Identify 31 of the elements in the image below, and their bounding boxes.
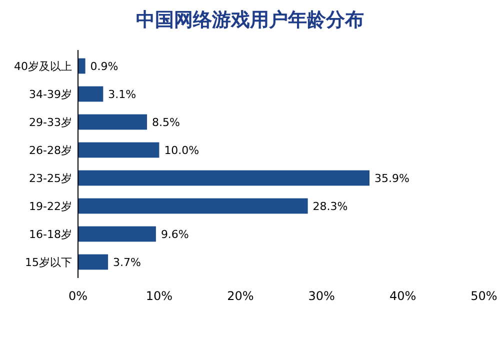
y-tick-label: 19-22岁 xyxy=(29,200,72,213)
data-label: 10.0% xyxy=(164,144,200,157)
data-label: 3.1% xyxy=(108,88,136,101)
y-tick-label: 23-25岁 xyxy=(29,172,72,185)
y-tick-label: 26-28岁 xyxy=(29,144,72,157)
x-tick-label: 0% xyxy=(68,289,88,303)
x-tick-label: 20% xyxy=(227,289,254,303)
bar xyxy=(78,58,86,74)
y-tick-label: 40岁及以上 xyxy=(14,60,72,73)
x-tick-label: 30% xyxy=(308,289,335,303)
data-label: 35.9% xyxy=(374,172,410,185)
x-tick-label: 40% xyxy=(389,289,416,303)
data-label: 9.6% xyxy=(160,228,189,241)
y-tick-label: 15岁以下 xyxy=(25,256,72,269)
data-label: 8.5% xyxy=(152,116,180,129)
y-tick-label: 34-39岁 xyxy=(29,88,72,101)
x-tick-label: 50% xyxy=(470,289,498,303)
data-label: 0.9% xyxy=(90,60,118,73)
y-tick-label: 16-18岁 xyxy=(29,228,72,241)
bar xyxy=(78,114,148,130)
chart-title: 中国网络游戏用户年龄分布 xyxy=(136,9,364,31)
bar xyxy=(78,198,308,214)
bar xyxy=(78,142,160,158)
data-label: 28.3% xyxy=(312,200,348,213)
bar xyxy=(78,254,108,270)
y-tick-label: 29-33岁 xyxy=(29,116,72,129)
data-label: 3.7% xyxy=(113,256,141,269)
bar xyxy=(78,86,104,102)
bar xyxy=(78,170,370,186)
bar xyxy=(78,226,156,242)
x-tick-label: 10% xyxy=(146,289,173,303)
